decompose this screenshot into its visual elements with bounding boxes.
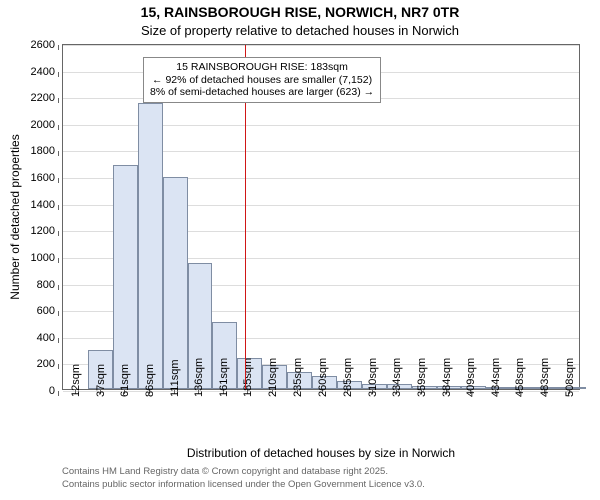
y-tick-label: 400	[37, 332, 63, 344]
attribution-line-1: Contains HM Land Registry data © Crown c…	[62, 466, 388, 477]
x-tick-label: 210sqm	[267, 358, 279, 397]
x-tick-label: 359sqm	[416, 358, 428, 397]
attribution-line-2: Contains public sector information licen…	[62, 479, 425, 490]
chart-title-sub: Size of property relative to detached ho…	[0, 23, 600, 38]
y-tick-label: 800	[37, 279, 63, 291]
x-tick-label: 86sqm	[144, 364, 156, 397]
y-tick-label: 1000	[31, 252, 63, 264]
x-tick-label: 458sqm	[514, 358, 526, 397]
y-tick-label: 600	[37, 305, 63, 317]
x-tick-label: 12sqm	[70, 364, 82, 397]
y-axis-label: Number of detached properties	[8, 134, 22, 299]
x-axis-label: Distribution of detached houses by size …	[62, 446, 580, 460]
x-tick-label: 409sqm	[465, 358, 477, 397]
histogram-bar	[138, 103, 163, 389]
x-tick-label: 434sqm	[490, 358, 502, 397]
y-tick-label: 0	[49, 385, 63, 397]
x-tick-label: 508sqm	[564, 358, 576, 397]
x-tick-label: 161sqm	[218, 358, 230, 397]
x-tick-label: 37sqm	[95, 364, 107, 397]
y-tick-label: 2600	[31, 39, 63, 51]
y-tick-label: 1400	[31, 199, 63, 211]
x-tick-label: 61sqm	[119, 364, 131, 397]
y-tick-label: 1800	[31, 145, 63, 157]
y-tick-label: 2000	[31, 119, 63, 131]
histogram-chart: 15, RAINSBOROUGH RISE, NORWICH, NR7 0TR …	[0, 0, 600, 500]
annotation-line-2: ← 92% of detached houses are smaller (7,…	[150, 74, 374, 87]
gridline-h	[63, 45, 579, 46]
annotation-box: 15 RAINSBOROUGH RISE: 183sqm ← 92% of de…	[143, 57, 381, 103]
chart-title-main: 15, RAINSBOROUGH RISE, NORWICH, NR7 0TR	[0, 4, 600, 20]
plot-area: 15 RAINSBOROUGH RISE: 183sqm ← 92% of de…	[62, 44, 580, 390]
histogram-bar	[113, 165, 138, 389]
annotation-line-1: 15 RAINSBOROUGH RISE: 183sqm	[150, 61, 374, 74]
x-tick-label: 260sqm	[317, 358, 329, 397]
x-tick-label: 334sqm	[391, 358, 403, 397]
x-tick-label: 285sqm	[342, 358, 354, 397]
x-tick-label: 185sqm	[242, 358, 254, 397]
y-tick-label: 2400	[31, 66, 63, 78]
x-tick-label: 136sqm	[193, 358, 205, 397]
y-tick-label: 200	[37, 358, 63, 370]
x-tick-label: 483sqm	[539, 358, 551, 397]
x-tick-label: 310sqm	[367, 358, 379, 397]
x-tick-label: 384sqm	[441, 358, 453, 397]
annotation-line-3: 8% of semi-detached houses are larger (6…	[150, 86, 374, 99]
histogram-bar	[163, 177, 188, 389]
y-tick-label: 1200	[31, 225, 63, 237]
y-tick-label: 2200	[31, 92, 63, 104]
x-tick-label: 235sqm	[292, 358, 304, 397]
x-tick-label: 111sqm	[169, 359, 181, 397]
y-tick-label: 1600	[31, 172, 63, 184]
